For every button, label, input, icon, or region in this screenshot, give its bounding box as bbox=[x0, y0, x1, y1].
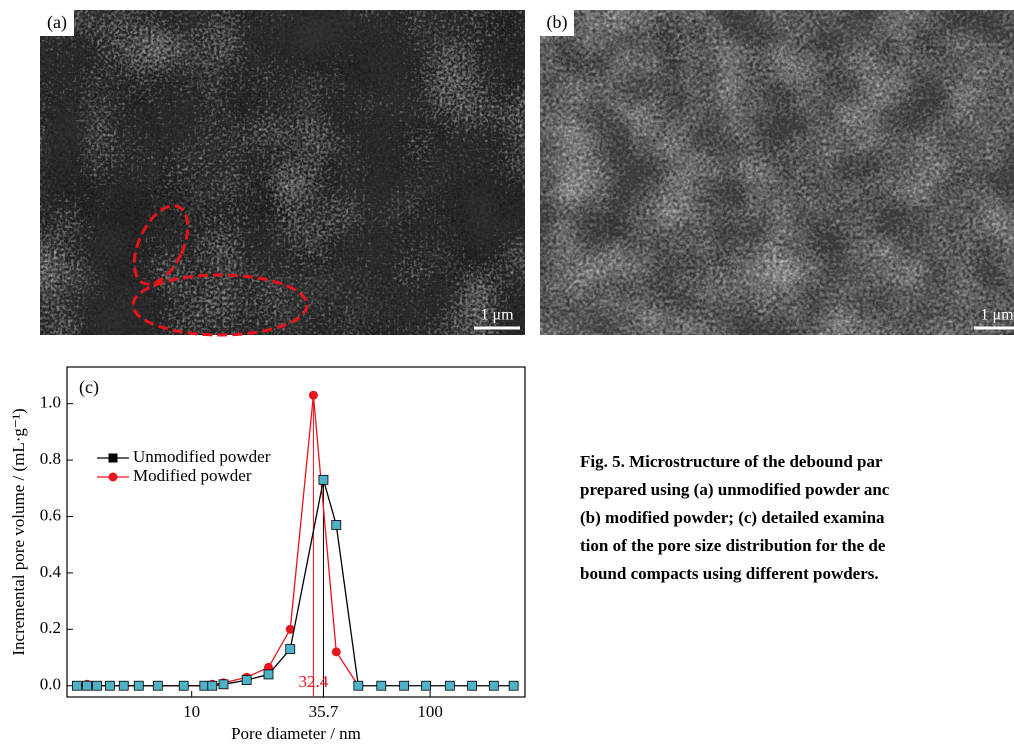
scale-bar-label: 1 μm bbox=[980, 307, 1014, 324]
figure: (a) (b) 1 μm 1 μm 0.0 0.2 0.4 0.6 0.8 1.0 10 35… bbox=[0, 0, 1014, 748]
panel-label: (a) bbox=[47, 12, 67, 33]
marker bbox=[445, 681, 454, 690]
marker bbox=[134, 681, 143, 690]
marker bbox=[208, 681, 217, 690]
marker bbox=[153, 681, 162, 690]
legend-label: Modified powder bbox=[133, 466, 252, 485]
legend-marker bbox=[109, 473, 118, 482]
y-tick-label: 0.8 bbox=[40, 449, 61, 468]
y-tick-label: 0.0 bbox=[40, 675, 61, 694]
scale-bar-label: 1 μm bbox=[480, 307, 514, 324]
y-tick-label: 0.6 bbox=[40, 505, 61, 524]
y-tick-label: 0.4 bbox=[40, 562, 62, 581]
marker bbox=[509, 681, 518, 690]
x-tick-label: 10 bbox=[183, 702, 200, 721]
x-axis-label: Pore diameter / nm bbox=[231, 724, 361, 743]
marker bbox=[332, 647, 341, 656]
panel-label: (b) bbox=[547, 12, 568, 33]
marker bbox=[377, 681, 386, 690]
y-tick-label: 0.2 bbox=[40, 618, 61, 637]
y-tick-label: 1.0 bbox=[40, 393, 61, 412]
marker bbox=[489, 681, 498, 690]
marker bbox=[286, 645, 295, 654]
panel-label: (c) bbox=[79, 377, 99, 398]
caption-line: bound compacts using different powders. bbox=[580, 560, 889, 588]
marker bbox=[422, 681, 431, 690]
sem-texture-a bbox=[40, 10, 525, 335]
annotation: 32.4 bbox=[299, 672, 329, 691]
marker bbox=[119, 681, 128, 690]
marker bbox=[332, 520, 341, 529]
chart: 0.0 0.2 0.4 0.6 0.8 1.0 10 35.7 100 Pore diameter… bbox=[9, 367, 525, 743]
plot-frame bbox=[67, 367, 525, 697]
marker bbox=[219, 680, 228, 689]
legend-label: Unmodified powder bbox=[133, 447, 271, 466]
page: (a) (b) 1 μm 1 μm 0.0 0.2 0.4 0.6 0.8 1.0 10 35… bbox=[0, 0, 1014, 748]
caption-line: (b) modified powder; (c) detailed examin… bbox=[580, 504, 889, 532]
marker bbox=[468, 681, 477, 690]
caption-line: tion of the pore size distribution for t… bbox=[580, 532, 889, 560]
caption-line: Fig. 5. Microstructure of the debound pa… bbox=[580, 448, 889, 476]
marker bbox=[319, 475, 328, 484]
series-line bbox=[77, 395, 358, 686]
marker bbox=[72, 681, 81, 690]
sem-texture-b bbox=[540, 10, 1014, 335]
marker bbox=[264, 670, 273, 679]
y-axis-label: Incremental pore volume / (mL·g⁻¹) bbox=[9, 408, 28, 655]
marker bbox=[93, 681, 102, 690]
marker bbox=[83, 681, 92, 690]
marker bbox=[179, 681, 188, 690]
marker bbox=[309, 391, 318, 400]
x-tick-label: 100 bbox=[417, 702, 443, 721]
legend-marker bbox=[109, 454, 118, 463]
marker bbox=[354, 681, 363, 690]
caption: Fig. 5. Microstructure of the debound pa… bbox=[580, 448, 889, 588]
caption-line: prepared using (a) unmodified powder anc bbox=[580, 476, 889, 504]
marker bbox=[105, 681, 114, 690]
marker bbox=[400, 681, 409, 690]
x-tick-label: 35.7 bbox=[309, 702, 339, 721]
marker bbox=[242, 676, 251, 685]
